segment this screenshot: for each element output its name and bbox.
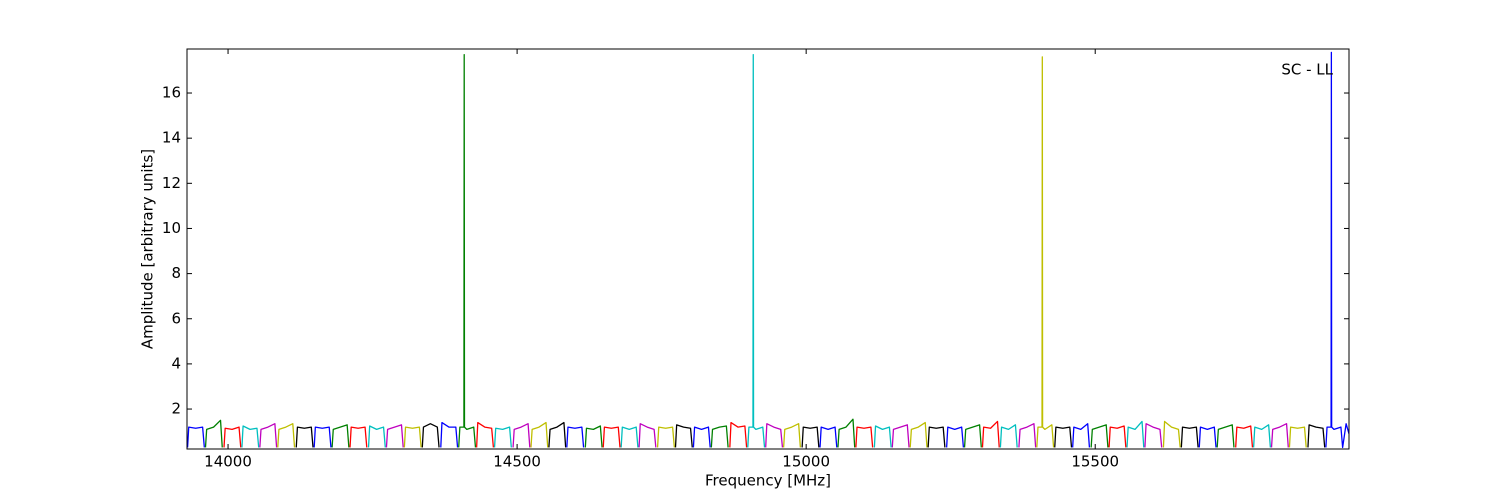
data-line <box>819 426 838 448</box>
x-tick-label: 15000 <box>782 453 830 471</box>
data-line <box>1180 426 1199 448</box>
y-axis-label: Amplitude [arbitrary units] <box>139 149 157 349</box>
data-line <box>548 421 567 448</box>
data-line <box>295 426 314 448</box>
y-tick-label: 2 <box>171 400 181 418</box>
data-line <box>385 424 404 448</box>
data-line <box>566 426 585 448</box>
data-line <box>313 426 332 448</box>
data-line <box>1198 426 1217 448</box>
data-line <box>331 424 350 448</box>
data-line <box>765 423 784 448</box>
data-line <box>837 418 856 448</box>
data-line <box>602 426 621 448</box>
data-line <box>1108 425 1127 448</box>
data-line <box>1288 426 1307 448</box>
data-line <box>620 426 639 448</box>
data-line <box>1126 420 1145 448</box>
data-line <box>1072 423 1091 448</box>
plot-frame <box>186 48 1350 450</box>
y-tick-label: 10 <box>162 219 181 237</box>
data-line <box>349 426 368 448</box>
data-line <box>945 426 965 448</box>
data-line <box>493 426 512 448</box>
data-line <box>729 421 748 448</box>
data-line <box>530 421 549 448</box>
data-line <box>747 53 766 448</box>
data-line <box>656 426 675 448</box>
y-tick-label: 16 <box>162 84 181 102</box>
data-line <box>873 425 892 448</box>
data-line <box>223 426 242 448</box>
data-line <box>963 424 982 448</box>
data-line <box>512 423 531 448</box>
data-line <box>801 426 820 448</box>
data-line <box>241 425 260 448</box>
data-line <box>277 423 296 448</box>
y-tick-label: 8 <box>171 264 181 282</box>
data-line <box>927 426 946 448</box>
data-line <box>367 425 386 448</box>
data-line <box>638 423 657 448</box>
data-line <box>1090 424 1109 448</box>
data-line <box>187 426 205 448</box>
y-tick-label: 4 <box>171 354 181 372</box>
x-axis-label: Frequency [MHz] <box>705 472 831 490</box>
data-line <box>999 424 1018 448</box>
data-line <box>1018 423 1037 448</box>
y-tick-label: 12 <box>162 174 181 192</box>
data-line <box>1235 425 1254 448</box>
data-line <box>1036 56 1055 448</box>
data-line <box>692 426 711 448</box>
data-line <box>909 421 928 448</box>
data-line <box>674 424 693 448</box>
data-line <box>259 423 278 448</box>
plot-lines <box>187 51 1349 449</box>
data-line <box>710 425 729 448</box>
x-tick-label: 14000 <box>204 453 252 471</box>
y-tick-label: 14 <box>162 129 181 147</box>
data-line <box>1270 423 1289 448</box>
data-line <box>1252 424 1272 448</box>
data-line <box>782 423 802 448</box>
x-tick-label: 15500 <box>1071 453 1119 471</box>
data-line <box>1307 424 1326 448</box>
data-line <box>1162 420 1181 448</box>
data-line <box>584 425 603 448</box>
data-line <box>458 53 477 448</box>
data-line <box>403 426 422 448</box>
data-line <box>855 426 874 448</box>
data-line <box>1144 423 1163 448</box>
data-line <box>981 420 1000 448</box>
data-line <box>1216 424 1235 448</box>
data-line <box>440 421 459 448</box>
annotation: SC - LL <box>1281 61 1333 79</box>
y-tick-label: 6 <box>171 309 181 327</box>
data-line <box>1325 51 1349 449</box>
data-line <box>421 423 440 448</box>
data-line <box>204 419 223 448</box>
data-line <box>475 421 495 448</box>
x-tick-label: 14500 <box>493 453 541 471</box>
data-line <box>891 424 910 448</box>
data-line <box>1054 426 1073 448</box>
